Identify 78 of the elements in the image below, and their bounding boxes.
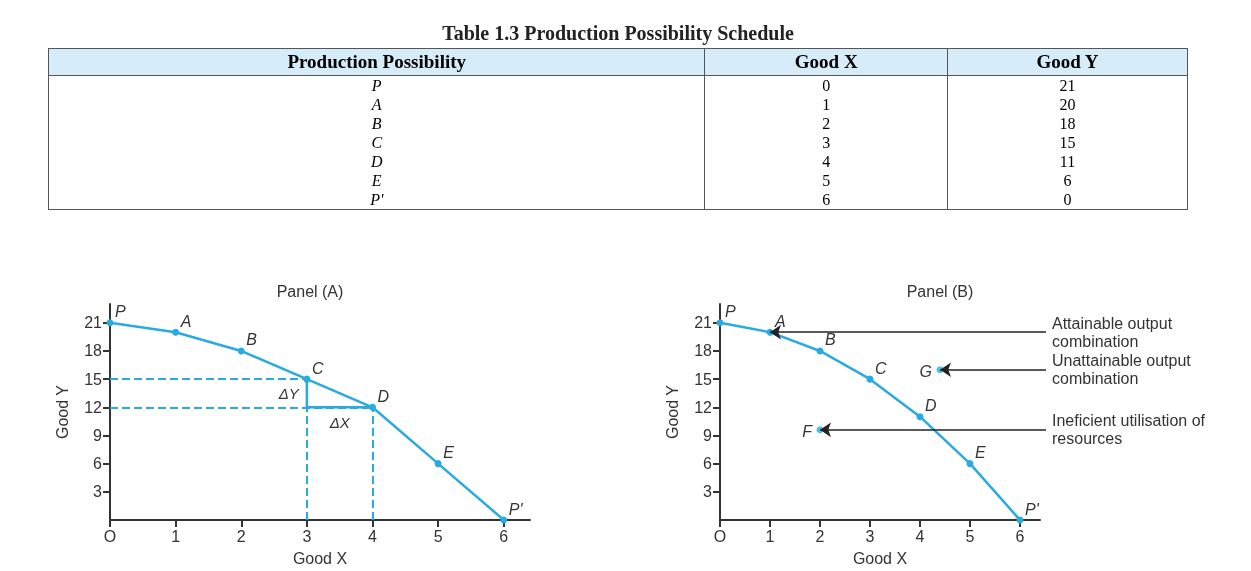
text: Good X [704,48,948,76]
y-tick-label: 18 [84,342,103,360]
y-tick-label: 15 [694,370,713,388]
annotation: A [179,312,192,330]
data-label: 0 [704,75,948,95]
chart-title: Panel (B) [906,282,974,300]
data-label: 21 [947,75,1188,95]
y-tick-label: 3 [93,483,103,501]
y-tick-label: 15 [84,370,103,388]
x-tick-label: 5 [433,527,443,545]
category-label: D [48,152,705,171]
y-axis-title: Good Y [663,384,681,439]
data-label: 5 [704,171,948,190]
category-label: P [48,75,705,95]
category-label: A [48,95,705,114]
data-label: 4 [704,152,948,171]
x-tick-label: O [713,527,727,545]
data-label: 6 [947,171,1188,190]
data-label: 0 [947,190,1188,210]
annotation: C [875,359,887,377]
y-axis-title: Good Y [53,384,71,439]
annotation: F [802,423,814,441]
x-tick-label: 5 [965,527,975,545]
annotation: P [115,303,126,321]
y-tick-label: 12 [694,398,713,416]
annotation: D [377,387,390,405]
annotation: B [246,331,258,349]
y-tick-label: 9 [93,426,103,444]
annotation: Attainable output combination [1052,314,1177,350]
text: Good Y [947,48,1188,76]
x-tick-label: 4 [915,527,925,545]
annotation: A [774,312,786,330]
y-tick-label: 21 [694,314,713,332]
annotation: Unattainable output combination [1052,352,1196,388]
x-tick-label: 6 [499,527,509,545]
text: Production Possibility [48,48,705,76]
annotation: ΔX [328,414,351,432]
annotation: E [443,444,455,462]
y-tick-label: 12 [84,398,103,416]
data-label: 20 [947,95,1188,114]
data-label: 1 [704,95,948,114]
annotation: Ineficient utilisation of resources [1052,412,1210,448]
annotation: G [919,363,932,381]
data-label: 2 [704,114,948,133]
data-label: 18 [947,114,1188,133]
data-label: 15 [947,133,1188,152]
y-tick-label: 6 [93,455,103,473]
x-tick-label: 6 [1015,527,1025,545]
x-tick-label: 2 [815,527,825,545]
y-tick-label: 9 [703,426,713,444]
x-axis-title: Good X [852,549,908,567]
x-tick-label: 1 [171,527,181,545]
annotation: P' [508,500,524,518]
category-label: P' [48,190,705,210]
x-axis-title: Good X [292,549,348,567]
annotation: E [975,444,986,462]
annotation: P' [1025,500,1040,518]
annotation: P [725,303,736,321]
y-tick-label: 21 [84,314,103,332]
x-tick-label: 3 [865,527,875,545]
text: Table 1.3 Production Possibility Schedule [441,22,795,45]
y-tick-label: 3 [703,483,713,501]
data-label: 11 [947,152,1188,171]
x-tick-label: 3 [302,527,312,545]
category-label: B [48,114,705,133]
x-tick-label: O [103,527,117,545]
chart-title: Panel (A) [276,282,344,300]
annotation: ΔY [277,384,300,402]
annotation: C [311,359,324,377]
x-tick-label: 2 [236,527,246,545]
annotation: D [925,397,937,415]
x-tick-label: 4 [368,527,378,545]
category-label: E [48,171,705,190]
annotation: B [825,331,836,349]
y-tick-label: 6 [703,455,713,473]
category-label: C [48,133,705,152]
x-tick-label: 1 [765,527,775,545]
y-tick-label: 18 [694,342,713,360]
